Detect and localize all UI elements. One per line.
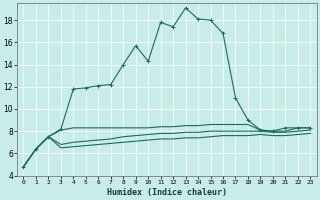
- X-axis label: Humidex (Indice chaleur): Humidex (Indice chaleur): [107, 188, 227, 197]
